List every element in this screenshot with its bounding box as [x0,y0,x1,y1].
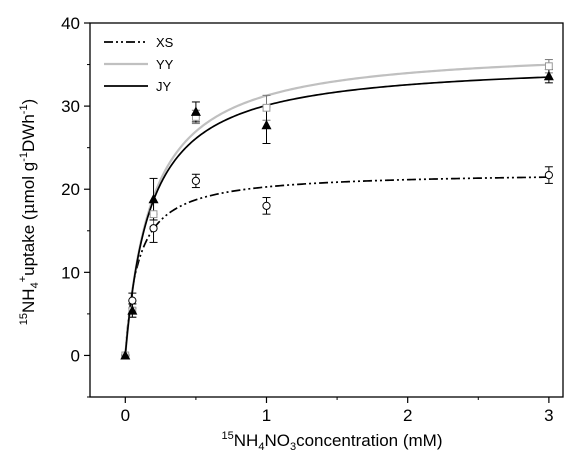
y-axis-label: 15NH4+uptake (μmol g-1DWh-1) [17,99,41,325]
marker-jy [120,349,131,360]
legend-label-jy: JY [156,79,172,94]
x-tick-label: 3 [544,406,553,425]
marker-xs [544,170,553,180]
x-tick-label: 2 [403,406,412,425]
y-label-t1: NH [19,288,38,313]
plot-frame [89,22,564,398]
y-label-t4: DWh [19,114,38,152]
x-tick-label: 1 [262,406,271,425]
y-label-sup3: -1 [18,152,30,162]
y-label-sup4: -1 [18,104,30,114]
plot-border [89,22,564,398]
y-label-sup2: + [17,276,29,282]
fit-curve-yy [124,63,549,356]
marker-jy [148,193,159,204]
marker-yy [149,210,158,219]
marker-xs [262,201,271,210]
x-label-t1: NH [234,431,259,450]
y-tick-label: 0 [71,346,80,365]
x-axis-label: 15NH4NO3concentration (mM) [222,430,443,453]
y-label-sub1: 4 [29,282,41,288]
marker-xs [128,296,137,305]
y-label-t2: uptake ( [19,214,38,276]
x-label-sup1: 15 [222,430,234,442]
marker-xs [149,224,158,233]
fit-curve-xs [124,176,549,356]
data-markers [120,62,554,360]
y-label-mu: μ [19,203,39,214]
y-label-t5: ) [19,99,38,105]
y-tick-label: 40 [61,14,80,33]
y-label-sup1: 15 [18,313,30,325]
marker-jy [261,119,272,130]
axis-ticks [84,22,550,403]
x-label-sub1: 4 [258,441,264,453]
marker-yy [262,103,271,112]
fit-curve-jy [124,76,549,356]
fit-curves [124,63,549,356]
marker-jy [190,106,201,116]
marker-xs [191,176,200,186]
marker-jy [127,305,138,315]
y-tick-label: 20 [61,180,80,199]
error-bars [128,59,553,318]
x-tick-label: 0 [121,406,130,425]
y-tick-label: 10 [61,263,80,282]
x-label-t3: concentration (mM) [296,431,442,450]
marker-yy [544,62,553,71]
x-label-sub2: 3 [290,441,296,453]
y-label-t3: mol g [19,162,38,204]
marker-jy [543,70,554,81]
legend: XS YY JY [104,35,174,94]
x-label-t2: NO [264,431,290,450]
y-tick-label: 30 [61,97,80,116]
legend-label-yy: YY [156,57,174,72]
legend-label-xs: XS [156,35,174,50]
